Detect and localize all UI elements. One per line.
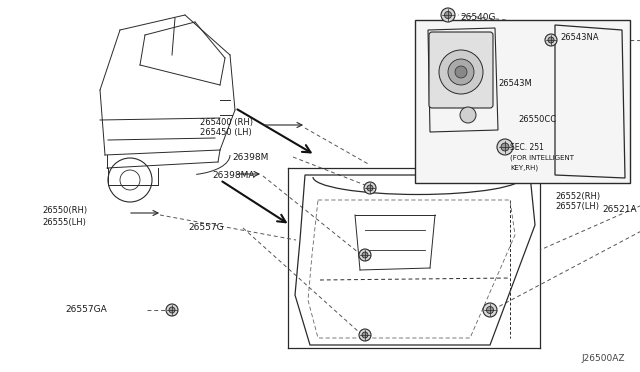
Text: SEC. 251: SEC. 251 xyxy=(510,142,544,151)
Circle shape xyxy=(545,34,557,46)
Circle shape xyxy=(166,304,178,316)
Text: 265450 (LH): 265450 (LH) xyxy=(200,128,252,138)
FancyBboxPatch shape xyxy=(429,32,493,108)
Text: 265400 (RH): 265400 (RH) xyxy=(200,118,253,126)
Text: 26398M: 26398M xyxy=(232,153,268,161)
Text: 26550(RH): 26550(RH) xyxy=(42,206,87,215)
Circle shape xyxy=(448,59,474,85)
Circle shape xyxy=(362,252,368,258)
Circle shape xyxy=(364,182,376,194)
Text: KEY,RH): KEY,RH) xyxy=(510,165,538,171)
Text: 26557G: 26557G xyxy=(188,224,223,232)
Bar xyxy=(415,20,630,183)
Circle shape xyxy=(486,307,493,314)
Text: J26500AZ: J26500AZ xyxy=(582,354,625,363)
Text: 26557(LH): 26557(LH) xyxy=(555,202,599,212)
Circle shape xyxy=(548,37,554,43)
Text: (FOR INTELLIGENT: (FOR INTELLIGENT xyxy=(510,155,574,161)
Text: 26552(RH): 26552(RH) xyxy=(555,192,600,201)
Circle shape xyxy=(359,249,371,261)
Circle shape xyxy=(359,329,371,341)
Circle shape xyxy=(445,12,451,19)
Circle shape xyxy=(455,66,467,78)
Text: 26398MA: 26398MA xyxy=(212,171,255,180)
Text: 26521A: 26521A xyxy=(602,205,637,215)
Circle shape xyxy=(501,143,509,151)
Circle shape xyxy=(439,50,483,94)
Text: 26543M: 26543M xyxy=(498,78,532,87)
Text: 26555(LH): 26555(LH) xyxy=(42,218,86,227)
Circle shape xyxy=(497,139,513,155)
Text: 26540G: 26540G xyxy=(460,13,495,22)
Circle shape xyxy=(441,8,455,22)
Text: 26543NA: 26543NA xyxy=(560,32,598,42)
Circle shape xyxy=(169,307,175,313)
Text: 26550CC: 26550CC xyxy=(518,115,556,125)
Circle shape xyxy=(367,185,373,191)
Circle shape xyxy=(460,107,476,123)
Text: 26557GA: 26557GA xyxy=(65,305,107,314)
Circle shape xyxy=(483,303,497,317)
Circle shape xyxy=(362,332,368,338)
